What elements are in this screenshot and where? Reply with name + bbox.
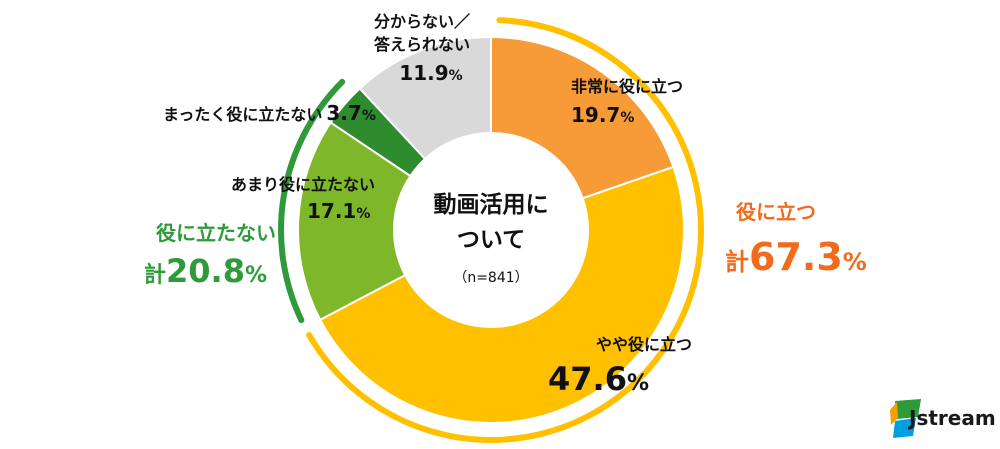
- slice-label-not-useful-at-all: まったく役に立たない 3.7%: [163, 101, 376, 125]
- logo-text: Jstream: [907, 406, 996, 430]
- center-title-line-1: 動画活用に: [434, 192, 549, 218]
- ring-not-useful: [278, 78, 346, 324]
- slice-label-not-very-useful: あまり役に立たない: [231, 175, 375, 194]
- ring-useful: [306, 17, 704, 443]
- center-note: （n=841）: [453, 270, 528, 286]
- group-useful-label: 役に立つ: [736, 200, 816, 224]
- slice-value-very-useful: 19.7%: [571, 103, 634, 127]
- slice-label-dont-know-line-2: 答えられない: [374, 35, 470, 54]
- group-useful-total: 計67.3%: [725, 235, 867, 279]
- group-not-useful-total: 計20.8%: [144, 252, 267, 290]
- slice-value-dont-know: 11.9%: [399, 61, 462, 85]
- slice-label-somewhat-useful: やや役に立つ: [596, 335, 692, 354]
- jstream-logo: Jstream: [890, 399, 996, 438]
- center-title-line-2: ついて: [457, 227, 525, 253]
- donut-hole: [394, 133, 588, 327]
- donut-slices: [297, 35, 685, 424]
- group-not-useful-label: 役に立たない: [156, 221, 276, 245]
- slice-label-dont-know-line-1: 分からない／: [374, 12, 470, 31]
- slice-value-somewhat-useful: 47.6%: [548, 360, 649, 398]
- slice-label-very-useful: 非常に役に立つ: [571, 77, 683, 96]
- slice-value-not-very-useful: 17.1%: [307, 199, 370, 223]
- group-rings: [278, 17, 704, 443]
